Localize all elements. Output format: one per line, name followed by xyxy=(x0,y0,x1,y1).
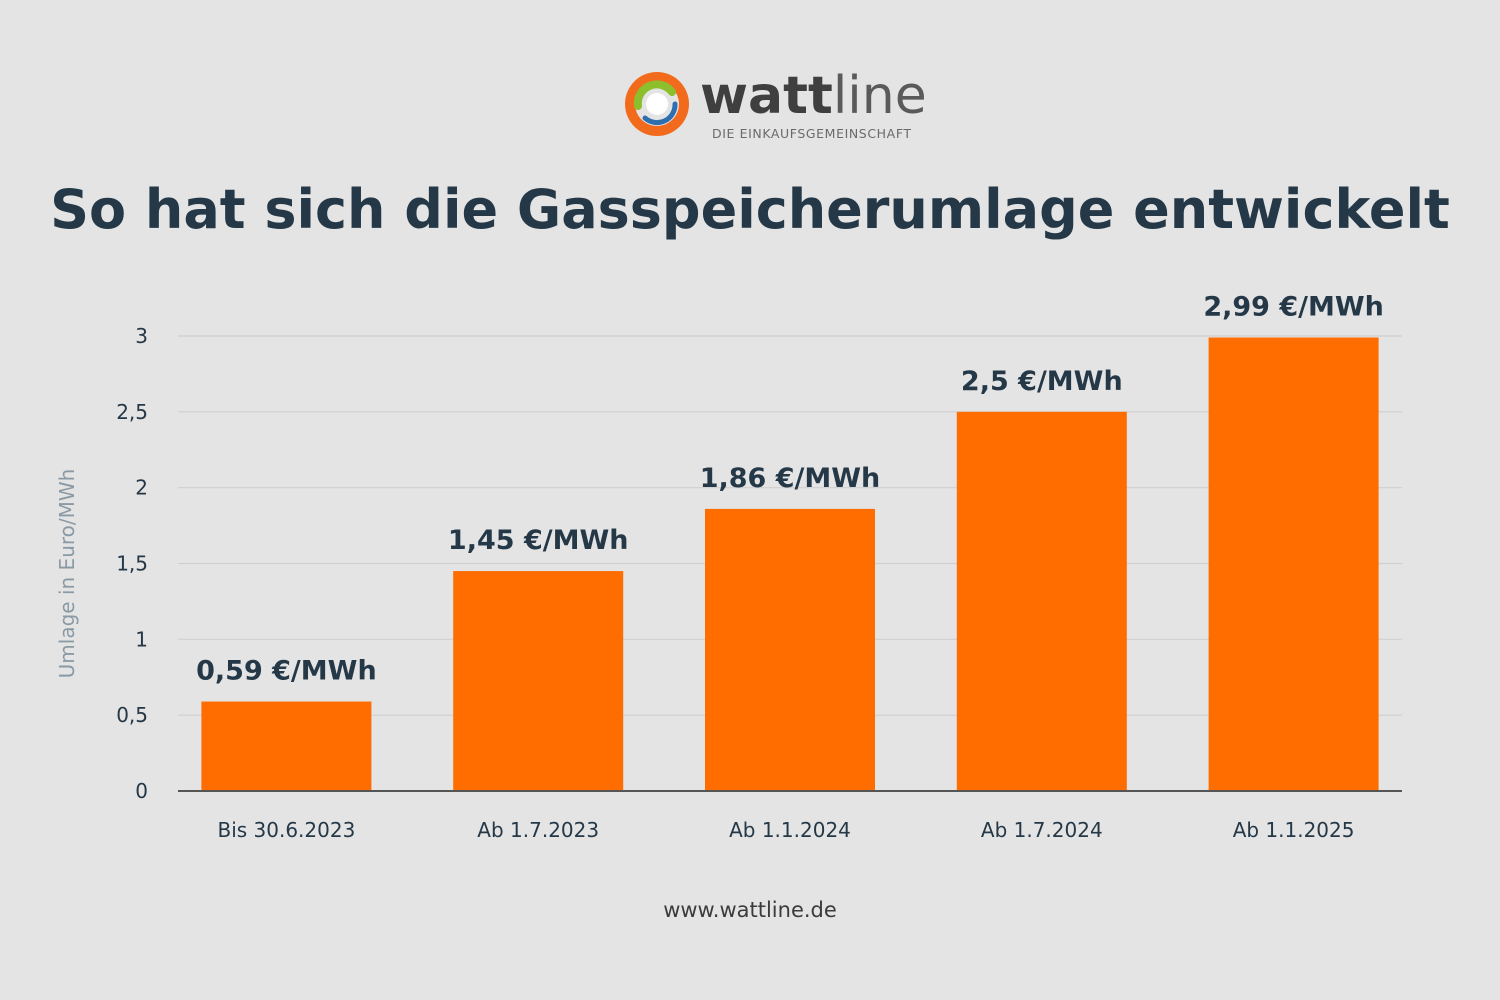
chart-data-label: 2,99 €/MWh xyxy=(1203,292,1384,323)
chart-bar xyxy=(956,411,1127,791)
chart-y-tick-label: 3 xyxy=(135,324,148,348)
chart-data-label: 0,59 €/MWh xyxy=(196,656,377,687)
chart-bar xyxy=(705,508,875,791)
chart-y-axis-label: Umlage in Euro/MWh xyxy=(55,469,79,679)
chart-x-tick-labels: Bis 30.6.2023 Ab 1.7.2023 Ab 1.1.2024 Ab 1.… xyxy=(217,818,1354,842)
chart-x-tick-label: Ab 1.1.2025 xyxy=(1233,818,1355,842)
footer-url: www.wattline.de xyxy=(663,898,837,922)
logo-tagline: DIE EINKAUFSGEMEINSCHAFT xyxy=(712,126,912,141)
chart-x-tick-label: Ab 1.1.2024 xyxy=(729,818,851,842)
chart-y-tick-label: 2,5 xyxy=(116,400,148,424)
chart-data-label: 2,5 €/MWh xyxy=(961,366,1123,397)
logo-word-light: line xyxy=(832,66,927,126)
chart-bars xyxy=(201,337,1379,791)
chart-y-tick-label: 1 xyxy=(135,627,148,651)
chart-y-tick-labels: 0 0,5 1 1,5 2 2,5 3 xyxy=(116,324,148,803)
chart-x-tick-label: Bis 30.6.2023 xyxy=(217,818,355,842)
chart-y-tick-label: 2 xyxy=(135,476,148,500)
chart-x-tick-label: Ab 1.7.2023 xyxy=(477,818,599,842)
wattline-logo-icon xyxy=(625,72,689,136)
logo-word-bold: watt xyxy=(700,66,833,126)
page-title: So hat sich die Gasspeicherumlage entwic… xyxy=(50,178,1450,241)
chart-bar xyxy=(453,571,624,791)
logo-wordmark: wattline xyxy=(700,60,927,132)
chart-data-label: 1,86 €/MWh xyxy=(700,463,881,494)
chart-x-tick-label: Ab 1.7.2024 xyxy=(981,818,1103,842)
chart-y-tick-label: 0,5 xyxy=(116,703,148,727)
chart-y-tick-label: 1,5 xyxy=(116,552,148,576)
wattline-logo: wattline DIE EINKAUFSGEMEINSCHAFT xyxy=(620,66,930,150)
chart-bar xyxy=(201,701,372,791)
chart-data-labels: 0,59 €/MWh 1,45 €/MWh 1,86 €/MWh 2,5 €/MWh 2… xyxy=(196,292,1384,687)
chart-data-label: 1,45 €/MWh xyxy=(448,525,629,556)
chart-bar xyxy=(1208,337,1379,791)
chart-y-tick-label: 0 xyxy=(135,779,148,803)
